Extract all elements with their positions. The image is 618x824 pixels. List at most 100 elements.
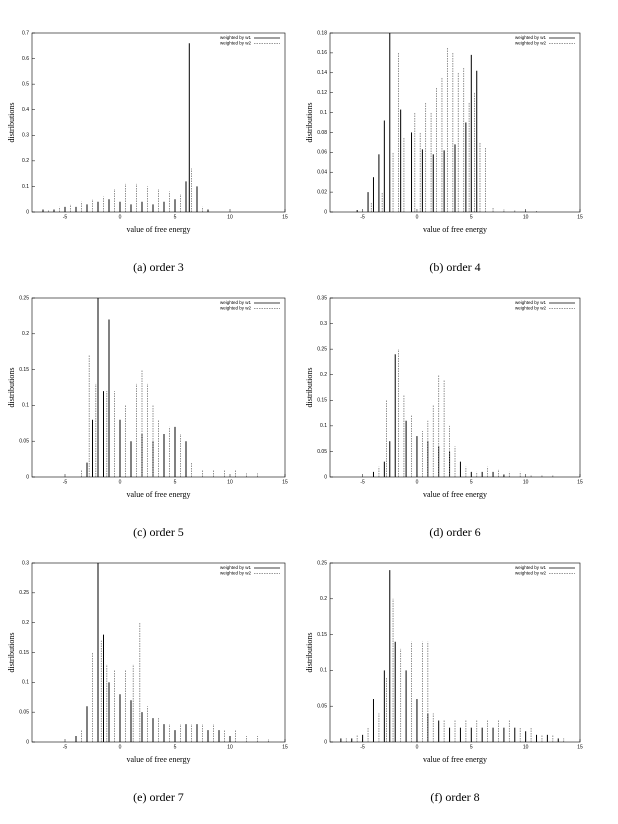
y-tick-label: 0.2 (320, 372, 327, 378)
y-tick-label: 0.05 (317, 449, 327, 455)
legend-label: weighted by w2 (515, 571, 547, 576)
legend-label: weighted by w1 (515, 300, 547, 305)
x-axis-label: value of free energy (423, 490, 487, 499)
x-axis-label: value of free energy (126, 225, 190, 234)
x-tick-label: -5 (360, 744, 365, 750)
y-tick-label: 0.25 (19, 590, 29, 596)
x-tick-label: 15 (577, 214, 583, 220)
x-axis-label: value of free energy (126, 755, 190, 764)
y-tick-label: 0.2 (22, 158, 29, 164)
y-tick-label: 0.1 (320, 423, 327, 429)
x-tick-label: 5 (174, 214, 177, 220)
y-tick-label: 0 (26, 739, 29, 745)
x-tick-label: -5 (63, 744, 68, 750)
x-tick-label: -5 (63, 214, 68, 220)
x-tick-label: 5 (174, 744, 177, 750)
y-axis-label: distributions (7, 632, 16, 672)
y-tick-label: 0.05 (19, 439, 29, 445)
y-tick-label: 0.25 (19, 295, 29, 301)
x-tick-label: 15 (577, 744, 583, 750)
x-axis-label: value of free energy (423, 755, 487, 764)
x-tick-label: -5 (63, 479, 68, 485)
plot-frame (329, 297, 581, 478)
x-tick-label: 5 (470, 479, 473, 485)
y-tick-label: 0.15 (19, 650, 29, 656)
y-tick-label: 0.5 (22, 81, 29, 87)
plot-frame (329, 32, 581, 213)
x-tick-label: 0 (119, 744, 122, 750)
plot-frame (31, 32, 286, 213)
y-tick-label: 0.02 (317, 189, 327, 195)
y-tick-label: 0.15 (317, 632, 327, 638)
caption: (b) order 4 (429, 260, 480, 274)
x-tick-label: 15 (282, 744, 288, 750)
y-tick-label: 0.35 (317, 295, 327, 301)
y-axis-label: distributions (305, 367, 314, 407)
y-axis-label: distributions (305, 632, 314, 672)
caption: (a) order 3 (133, 260, 184, 274)
caption: (f) order 8 (430, 790, 479, 804)
x-tick-label: 10 (523, 479, 529, 485)
x-axis-label: value of free energy (423, 225, 487, 234)
x-tick-label: 5 (470, 214, 473, 220)
legend-label: weighted by w2 (515, 306, 547, 311)
y-tick-label: 0 (26, 209, 29, 215)
x-tick-label: 15 (282, 479, 288, 485)
y-tick-label: 0.1 (320, 110, 327, 116)
y-tick-label: 0.1 (22, 680, 29, 686)
y-tick-label: 0.14 (317, 70, 327, 76)
y-tick-label: 0.25 (317, 560, 327, 566)
legend-label: weighted by w1 (515, 35, 547, 40)
plot-frame (329, 562, 581, 743)
legend-label: weighted by w2 (220, 571, 252, 576)
x-tick-label: -5 (360, 479, 365, 485)
caption: (c) order 5 (133, 525, 184, 539)
x-tick-label: 0 (416, 744, 419, 750)
y-tick-label: 0.3 (320, 321, 327, 327)
y-axis-label: distributions (305, 102, 314, 142)
x-tick-label: 15 (577, 479, 583, 485)
y-tick-label: 0.1 (22, 184, 29, 190)
y-axis-label: distributions (7, 367, 16, 407)
y-tick-label: 0.4 (22, 107, 29, 113)
y-tick-label: 0 (324, 474, 327, 480)
plot-frame (31, 562, 286, 743)
y-tick-label: 0 (324, 739, 327, 745)
legend-label: weighted by w2 (220, 306, 252, 311)
y-tick-label: 0.3 (22, 133, 29, 139)
x-tick-label: 10 (227, 744, 233, 750)
y-tick-label: 0.18 (317, 30, 327, 36)
x-tick-label: 0 (416, 479, 419, 485)
x-tick-label: 5 (470, 744, 473, 750)
y-tick-label: 0 (26, 474, 29, 480)
y-tick-label: 0.2 (320, 596, 327, 602)
legend-label: weighted by w2 (515, 41, 547, 46)
x-axis-label: value of free energy (126, 490, 190, 499)
x-tick-label: 10 (523, 214, 529, 220)
y-tick-label: 0.7 (22, 30, 29, 36)
y-tick-label: 0.16 (317, 50, 327, 56)
y-tick-label: 0 (324, 209, 327, 215)
legend-label: weighted by w2 (220, 41, 252, 46)
y-tick-label: 0.1 (22, 403, 29, 409)
legend-label: weighted by w1 (220, 565, 252, 570)
y-tick-label: 0.1 (320, 668, 327, 674)
x-tick-label: 0 (119, 479, 122, 485)
y-tick-label: 0.05 (317, 704, 327, 710)
x-tick-label: 0 (416, 214, 419, 220)
plot-frame (31, 297, 286, 478)
x-tick-label: -5 (360, 214, 365, 220)
y-tick-label: 0.15 (317, 398, 327, 404)
y-axis-label: distributions (7, 102, 16, 142)
x-tick-label: 10 (523, 744, 529, 750)
x-tick-label: 10 (227, 479, 233, 485)
y-tick-label: 0.2 (22, 331, 29, 337)
y-tick-label: 0.12 (317, 90, 327, 96)
y-tick-label: 0.3 (22, 560, 29, 566)
x-tick-label: 5 (174, 479, 177, 485)
y-tick-label: 0.04 (317, 170, 327, 176)
caption: (d) order 6 (429, 525, 480, 539)
y-tick-label: 0.08 (317, 130, 327, 136)
y-tick-label: 0.15 (19, 367, 29, 373)
